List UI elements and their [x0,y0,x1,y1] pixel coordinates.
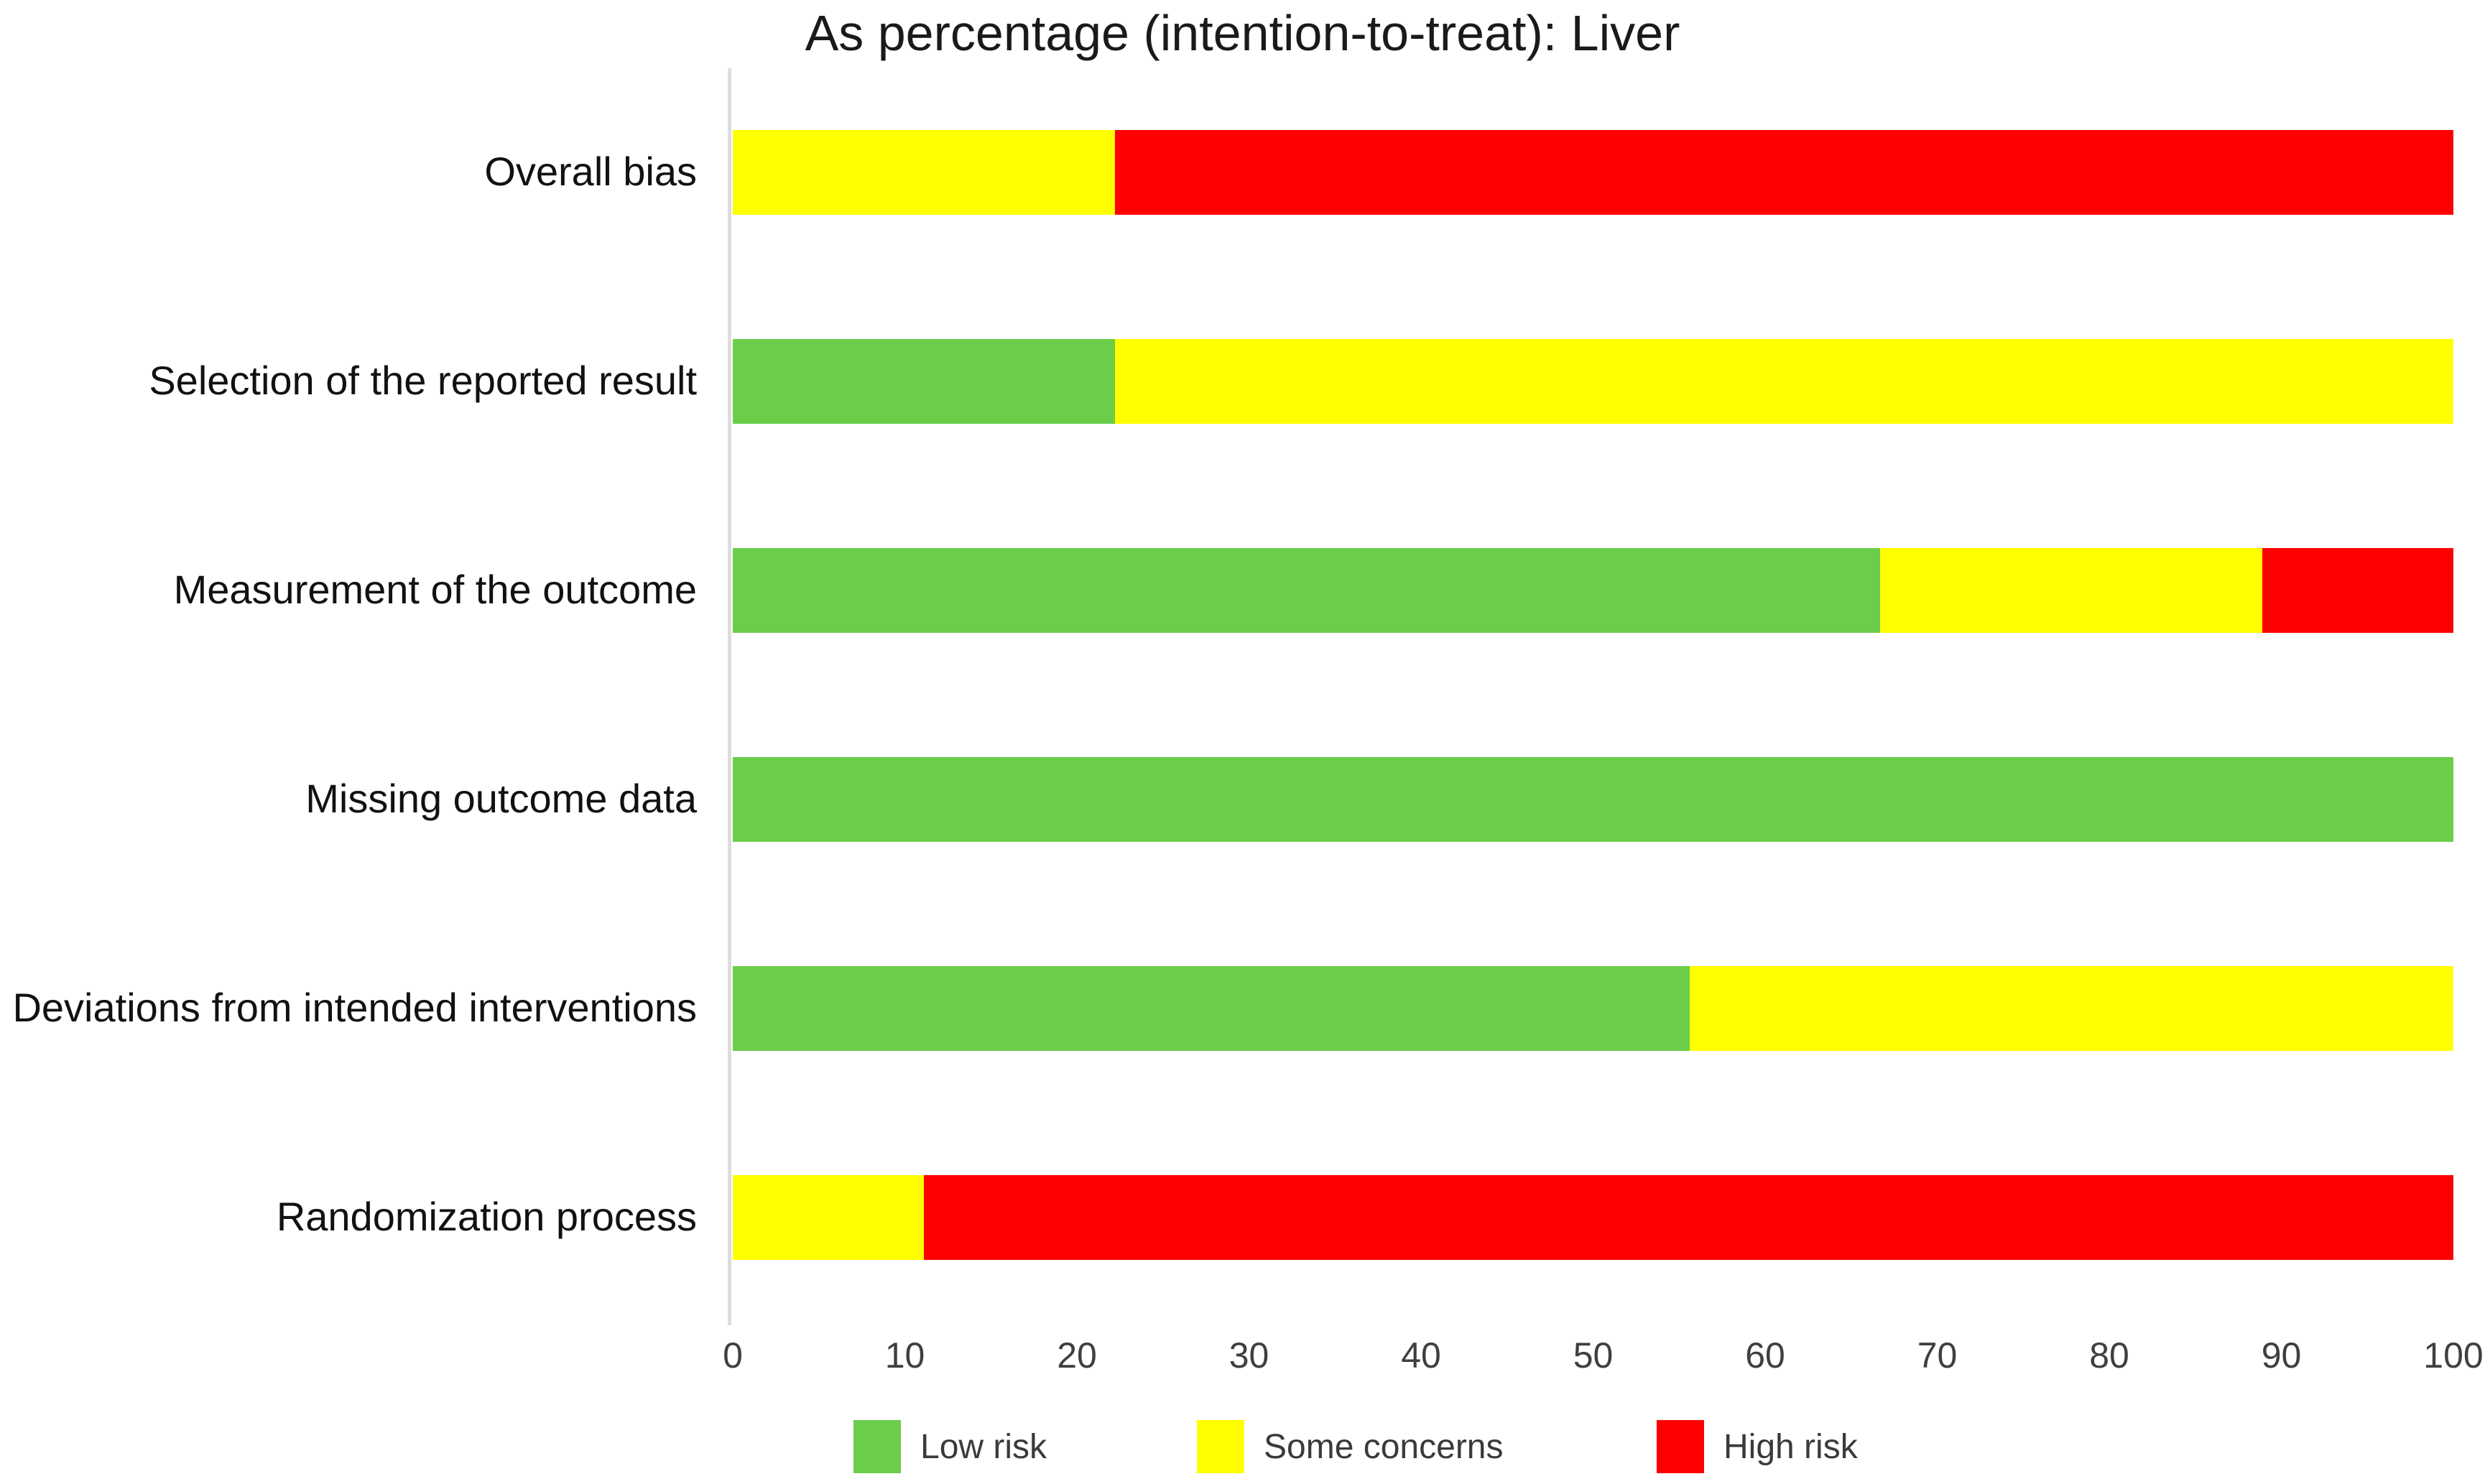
bar-segment-low-risk [733,965,1690,1051]
bar-track [733,756,2453,842]
bar-track [733,965,2453,1051]
category-label: Overall bias [484,149,697,195]
chart-row: Overall bias [0,68,2485,277]
category-label: Measurement of the outcome [173,567,697,613]
x-tick-label: 80 [2089,1335,2129,1376]
bar-track [733,338,2453,424]
y-axis-line [728,68,731,1325]
chart-row: Deviations from intended interventions [0,904,2485,1113]
bar-segment-some-risk [733,1174,924,1260]
x-tick-label: 0 [723,1335,743,1376]
chart-row: Measurement of the outcome [0,486,2485,695]
bar-segment-low-risk [733,547,1881,633]
x-tick-label: 40 [1401,1335,1441,1376]
chart-row: Missing outcome data [0,695,2485,904]
x-tick-label: 10 [884,1335,925,1376]
bar-segment-some-risk [1114,338,2453,424]
bar-segment-low-risk [733,756,2453,842]
chart-row: Selection of the reported result [0,277,2485,486]
category-label: Missing outcome data [305,776,697,822]
x-tick-label: 50 [1573,1335,1614,1376]
chart-legend: Low risk Some concerns High risk [0,1419,2485,1480]
category-label: Selection of the reported result [149,358,697,404]
bar-track [733,129,2453,215]
legend-item-some-risk: Some concerns [1197,1419,1504,1475]
bar-track [733,1174,2453,1260]
bar-segment-high-risk [923,1174,2453,1260]
x-tick-label: 70 [1917,1335,1958,1376]
x-tick-label: 90 [2261,1335,2302,1376]
x-tick-label: 60 [1745,1335,1785,1376]
bar-segment-high-risk [1114,129,2453,215]
legend-label: Some concerns [1264,1427,1504,1466]
category-label: Randomization process [276,1194,697,1240]
legend-label: High risk [1723,1427,1858,1466]
chart-rows: Overall bias Selection of the reported re… [0,68,2485,1322]
x-tick-label: 20 [1057,1335,1097,1376]
bar-segment-some-risk [1689,965,2453,1051]
bar-segment-some-risk [733,129,1115,215]
x-tick-label: 30 [1228,1335,1269,1376]
bar-track [733,547,2453,633]
x-tick-label: 100 [2423,1335,2484,1376]
legend-item-low-risk: Low risk [853,1419,1047,1475]
legend-swatch-high-risk [1657,1420,1704,1473]
legend-label: Low risk [920,1427,1047,1466]
chart-row: Randomization process [0,1113,2485,1322]
bar-segment-high-risk [2262,547,2453,633]
legend-swatch-low-risk [853,1420,901,1473]
x-axis-ticks: 0 10 20 30 40 50 60 70 80 90 100 [723,1335,2484,1379]
legend-swatch-some-risk [1197,1420,1244,1473]
category-label: Deviations from intended interventions [12,985,697,1031]
bar-segment-some-risk [1880,547,2263,633]
bar-segment-low-risk [733,338,1115,424]
legend-item-high-risk: High risk [1657,1419,1858,1475]
chart-title: As percentage (intention-to-treat): Live… [805,5,1680,61]
